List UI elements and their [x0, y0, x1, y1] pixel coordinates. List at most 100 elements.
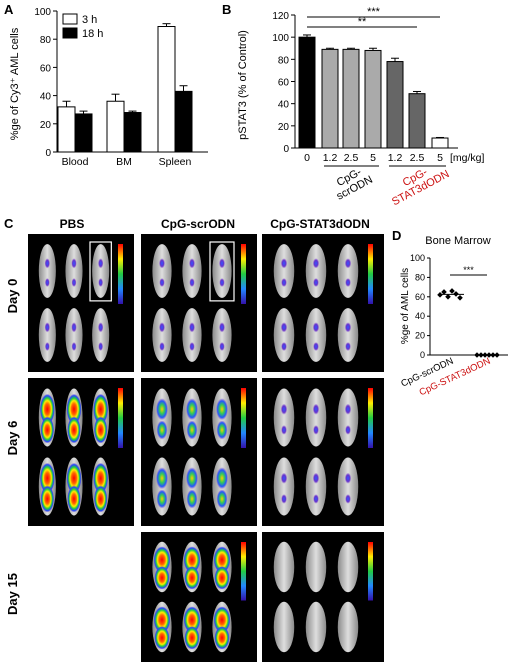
signal-spot: [213, 546, 231, 574]
mouse-silhouette: [92, 308, 110, 362]
signal-spot: [186, 420, 198, 440]
mouse-silhouette: [92, 244, 110, 298]
y-tick-label-d: 100: [410, 253, 425, 263]
signal-spot: [183, 546, 201, 574]
signal-spot: [345, 278, 351, 287]
signal-spot: [345, 425, 351, 435]
signal-spot: [189, 322, 195, 333]
y-tick-label-a: 60: [40, 63, 52, 74]
panel-b-ylabel: pSTAT3 (% of Control): [237, 30, 249, 140]
bar-b: [386, 61, 404, 149]
mouse-silhouette: [65, 308, 83, 362]
signal-spot: [189, 342, 195, 351]
mouse-silhouette: [212, 308, 232, 362]
signal-spot: [313, 494, 319, 504]
panel-d: D Bone Marrow %ge of AML cells 0 20 40 60 80…: [392, 228, 508, 398]
category-label-b: 5: [437, 152, 443, 164]
signal-spot: [313, 342, 319, 351]
row-label-day-6: Day 6: [5, 421, 20, 456]
signal-spot: [159, 322, 165, 333]
y-tick-label-d: 80: [415, 272, 425, 282]
y-tick-label-b: 100: [272, 33, 289, 44]
signal-spot: [159, 258, 165, 269]
signal-spot: [344, 322, 352, 333]
signal-spot: [67, 485, 81, 513]
signal-spot: [186, 398, 198, 421]
category-label-b: 0: [304, 152, 310, 164]
signal-spot: [344, 258, 352, 269]
signal-spot: [39, 462, 55, 494]
bar-b: [364, 49, 382, 149]
y-tick-label-a: 80: [40, 35, 52, 46]
signal-spot: [280, 258, 288, 269]
color-scale-bar: [241, 244, 246, 304]
signal-spot: [280, 322, 288, 333]
bar-b: [298, 36, 316, 149]
signal-spot: [71, 278, 77, 287]
signal-spot: [98, 342, 104, 351]
bar-b: [321, 48, 339, 149]
signal-spot: [71, 258, 77, 269]
signal-spot: [153, 546, 171, 574]
signal-spot: [214, 626, 230, 650]
panel-a-legend: 3 h 18 h: [62, 13, 103, 40]
signal-spot: [159, 342, 165, 351]
signal-spot: [345, 494, 351, 504]
signal-spot: [219, 342, 225, 351]
signal-spot: [44, 258, 50, 269]
category-label-b: 1.2: [323, 152, 338, 164]
column-label-pbs: PBS: [60, 217, 85, 231]
panel-b-letter: B: [222, 2, 231, 17]
mouse-silhouette: [337, 541, 359, 593]
mouse-silhouette: [38, 244, 56, 298]
column-label-cpg-stat3dodn: CpG-STAT3dODN: [270, 217, 370, 231]
mouse-silhouette: [273, 457, 295, 516]
unit-label-b: [mg/kg]: [450, 152, 485, 164]
signal-spot: [313, 278, 319, 287]
signal-spot: [93, 462, 109, 494]
signal-spot: [280, 403, 288, 415]
signal-spot: [345, 342, 351, 351]
panel-b: B pSTAT3 (% of Control) 020406080100120 …: [222, 2, 485, 208]
signal-spot: [219, 258, 225, 269]
y-tick-label-d: 20: [415, 331, 425, 341]
signal-spot: [93, 485, 108, 513]
signal-spot: [312, 403, 320, 415]
color-scale-bar: [118, 244, 123, 304]
data-point-d: [457, 294, 463, 301]
bar-a-0: [57, 106, 76, 153]
panel-a: A %ge of Cy3⁺ AML cells 0 20 40 60 80 100 Blo…: [4, 2, 208, 168]
color-scale-bar: [241, 388, 246, 448]
signal-spot: [98, 278, 104, 287]
signal-spot: [156, 467, 168, 490]
color-scale-bar: [368, 388, 373, 448]
signal-spot: [313, 425, 319, 435]
category-label-b: 2.5: [344, 152, 359, 164]
color-scale-bar: [368, 244, 373, 304]
bar-b: [408, 93, 426, 149]
imaging-panel-r2-c1: [141, 532, 257, 662]
legend-label-a: 3 h: [82, 14, 97, 26]
signal-spot: [344, 403, 352, 415]
signal-spot: [39, 393, 55, 425]
signal-spot: [93, 416, 108, 444]
signal-spot: [156, 489, 168, 509]
signal-spot: [281, 425, 287, 435]
y-tick-label-b: 120: [272, 11, 289, 22]
legend-swatch-a: [62, 27, 78, 39]
bar-a-1: [174, 90, 193, 153]
imaging-panel-r0-c2: [262, 234, 384, 372]
signal-spot: [159, 278, 165, 287]
imaging-panel-r1-c0: [28, 378, 134, 526]
signal-spot: [213, 606, 231, 634]
y-tick-label-a: 100: [34, 7, 51, 18]
row-label-day-0: Day 0: [5, 279, 20, 314]
group-label-b: CpG-scrODN: [329, 163, 375, 203]
highlight-box: [89, 241, 112, 302]
signal-spot: [216, 489, 228, 509]
mouse-silhouette: [337, 388, 359, 447]
category-label-b: 5: [370, 152, 376, 164]
mouse-silhouette: [337, 601, 359, 653]
imaging-panel-r0-c0: [28, 234, 134, 372]
